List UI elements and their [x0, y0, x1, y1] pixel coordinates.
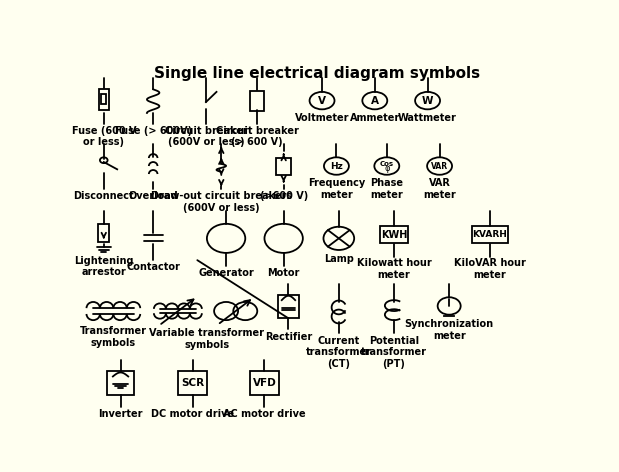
Bar [250, 91, 264, 110]
Text: Synchronization
meter: Synchronization meter [405, 319, 494, 341]
Bar [98, 224, 109, 242]
Text: KiloVAR hour
meter: KiloVAR hour meter [454, 258, 526, 280]
Text: Single line electrical diagram symbols: Single line electrical diagram symbols [154, 66, 480, 81]
Text: VAR: VAR [431, 161, 448, 170]
Text: φ: φ [384, 164, 389, 173]
Bar [277, 158, 291, 176]
Text: Circuit breaker
(600V or less): Circuit breaker (600V or less) [165, 126, 248, 147]
Bar [278, 295, 299, 318]
Text: Hz: Hz [330, 161, 343, 170]
Text: VFD: VFD [253, 378, 276, 388]
Text: Potential
transformer
(PT): Potential transformer (PT) [361, 336, 427, 369]
Text: Lamp: Lamp [324, 253, 354, 264]
Text: Transformer
symbols: Transformer symbols [80, 326, 147, 348]
Bar [178, 371, 207, 395]
Text: Current
transformer
(CT): Current transformer (CT) [306, 336, 372, 369]
Bar [379, 226, 409, 244]
Text: Circuit breaker
(> 600 V): Circuit breaker (> 600 V) [216, 126, 299, 147]
Text: Cos: Cos [379, 161, 394, 167]
Text: V: V [318, 96, 326, 106]
Text: Phase
meter: Phase meter [370, 178, 404, 200]
Text: A: A [371, 96, 379, 106]
Text: DC motor drive: DC motor drive [151, 409, 234, 419]
Bar [102, 94, 106, 104]
Text: W: W [422, 96, 433, 106]
Text: KWH: KWH [381, 230, 407, 240]
Text: Fuse (> 600V): Fuse (> 600V) [115, 126, 192, 135]
Text: SCR: SCR [181, 378, 204, 388]
Text: AC motor drive: AC motor drive [223, 409, 306, 419]
Text: Draw-out circuit breakers
(600V or less): Draw-out circuit breakers (600V or less) [151, 191, 292, 213]
Bar [99, 89, 108, 110]
Text: Overload: Overload [128, 191, 178, 201]
Text: Motor: Motor [267, 268, 300, 278]
Bar [472, 226, 508, 244]
Text: VAR
meter: VAR meter [423, 178, 456, 200]
Bar [107, 371, 134, 395]
Text: Variable transformer
symbols: Variable transformer symbols [149, 329, 264, 350]
Text: Wattmeter: Wattmeter [398, 113, 457, 123]
Text: Lightening
arrestor: Lightening arrestor [74, 256, 134, 278]
Text: Frequency
meter: Frequency meter [308, 178, 365, 200]
Bar [250, 371, 279, 395]
Text: KVARH: KVARH [472, 230, 508, 239]
Text: (>600 V): (>600 V) [259, 191, 308, 201]
Text: Contactor: Contactor [126, 262, 180, 272]
Text: Generator: Generator [198, 268, 254, 278]
Text: Rectifier: Rectifier [265, 332, 312, 342]
Text: Ammeter: Ammeter [350, 113, 400, 123]
Text: Fuse (600 V
or less): Fuse (600 V or less) [72, 126, 136, 147]
Text: Inverter: Inverter [98, 409, 143, 419]
Text: Kilowatt hour
meter: Kilowatt hour meter [357, 258, 431, 280]
Text: Voltmeter: Voltmeter [295, 113, 349, 123]
Text: Disconnect: Disconnect [74, 191, 134, 201]
